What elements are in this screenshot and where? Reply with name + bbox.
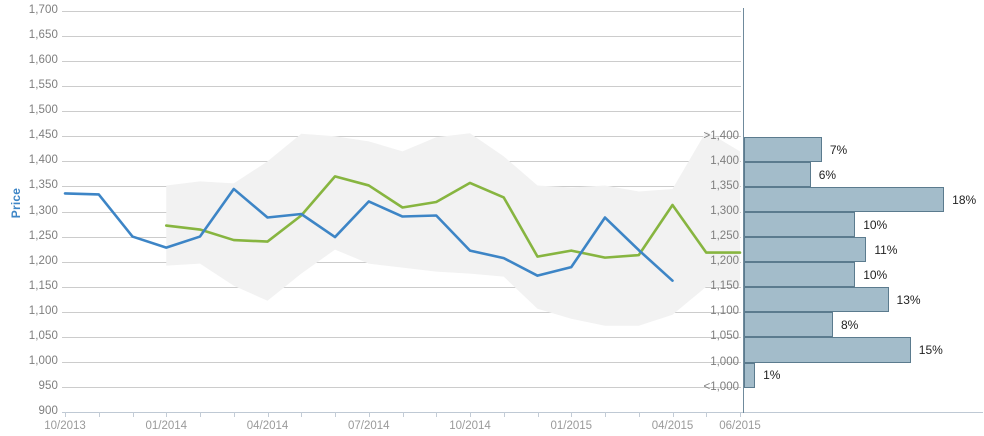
y-tick-label: 1,350 [28,179,58,192]
y-tick-label: 1,200 [28,254,58,267]
x-tick-mark [132,412,134,417]
histogram-bar[interactable] [744,287,889,313]
x-tick-mark [436,412,438,417]
x-tick-label: 10/2013 [44,420,86,432]
histogram-bar[interactable] [744,312,833,338]
histogram-bar[interactable] [744,162,811,188]
gridline [62,111,741,113]
histogram-bar-value: 7% [829,142,848,157]
histogram-bar-value: 10% [863,217,888,232]
histogram-bar-value: 18% [952,192,977,207]
x-tick-mark [605,412,606,417]
histogram-bar-value: 8% [840,317,859,332]
gridline [62,361,741,363]
histogram-bin-label: 1,000 [710,355,739,368]
x-tick-mark [65,412,66,417]
x-tick-label: 04/2014 [246,420,289,432]
x-tick-mark [98,412,100,417]
histogram-bin-label: 1,350 [710,180,739,193]
x-tick-mark [706,412,708,417]
y-tick-label: 950 [38,379,58,392]
histogram-bar-value: 10% [863,267,888,282]
x-tick-mark [672,412,674,417]
histogram-bin-label: 1,050 [710,330,739,343]
actual-price-line [63,187,674,282]
confidence-band-area [166,131,740,326]
x-tick-mark [301,412,303,417]
x-tick-mark [166,412,168,417]
x-tick-label: 06/2015 [719,420,761,432]
histogram-bar[interactable] [744,187,945,213]
gridline [62,11,741,12]
histogram-bar[interactable] [744,212,856,238]
x-tick-label: 07/2014 [347,420,390,432]
forecast-line [164,175,742,259]
y-tick-label: 1,100 [28,304,58,317]
histogram-bin-label: 1,200 [710,255,739,268]
x-tick-mark [368,412,370,417]
histogram-bin-label: >1,400 [703,130,740,142]
histogram-bin-label: 1,300 [710,205,739,218]
gridline [62,311,741,313]
histogram-bin-label: 1,250 [710,230,739,243]
histogram-bin-label: 1,100 [710,305,739,318]
histogram-bar-value: 1% [763,368,781,383]
gridline [62,61,741,63]
y-tick-label: 1,700 [28,4,58,16]
histogram-bar-value: 15% [918,343,943,357]
histogram-bar[interactable] [744,137,822,163]
x-tick-mark [740,412,741,417]
histogram-bar[interactable] [744,362,756,388]
histogram-bar-value: 6% [818,167,837,182]
y-tick-label: 1,500 [28,104,58,117]
histogram-bin-label: <1,000 [703,380,740,393]
y-tick-label: 1,400 [28,154,58,167]
y-tick-label: 1,450 [28,129,58,142]
y-tick-label: 1,300 [28,204,58,217]
line-plot-area [62,0,743,436]
x-tick-label: 04/2015 [651,420,694,432]
price-distribution-histogram: 7% 6% 18% 10% 11% 10% 13% 8% 15% 1% [743,0,984,436]
histogram-bin-label: 1,400 [710,155,739,168]
line-plot-svg [63,131,742,326]
x-tick-mark [233,412,235,417]
histogram-bar[interactable] [744,337,911,363]
histogram-bar-value: 13% [896,292,921,307]
gridline [62,286,741,288]
gridline [62,336,741,338]
x-tick-mark [267,412,269,417]
x-tick-label: 10/2014 [449,420,491,432]
y-tick-label: 1,250 [28,229,58,242]
gridline [62,86,741,88]
x-tick-mark [503,412,505,417]
y-tick-label: 1,150 [28,279,58,292]
gridline [62,386,741,388]
y-tick-label: 1,000 [28,354,58,367]
x-tick-mark [200,412,201,417]
y-tick-label: 1,650 [28,29,58,42]
x-tick-mark [638,412,640,417]
y-tick-label: 1,550 [28,79,58,92]
y-tick-label: 1,050 [28,329,58,342]
gridline [62,136,741,138]
x-tick-mark [402,412,404,417]
x-tick-label: 01/2014 [145,420,188,432]
y-tick-label: 900 [38,405,58,417]
histogram-bin-label: 1,150 [710,280,739,293]
histogram-bar[interactable] [744,237,867,263]
histogram-bar[interactable] [744,262,856,288]
x-tick-label: 01/2015 [550,420,593,432]
x-tick-mark [537,412,539,417]
x-tick-mark [571,412,573,417]
histogram-divider [743,8,744,413]
gridline [62,36,741,38]
x-tick-mark [470,412,471,417]
y-tick-label: 1,600 [28,54,58,67]
histogram-bar-value: 11% [874,242,898,257]
x-axis-line [62,412,983,413]
x-tick-mark [335,412,336,417]
